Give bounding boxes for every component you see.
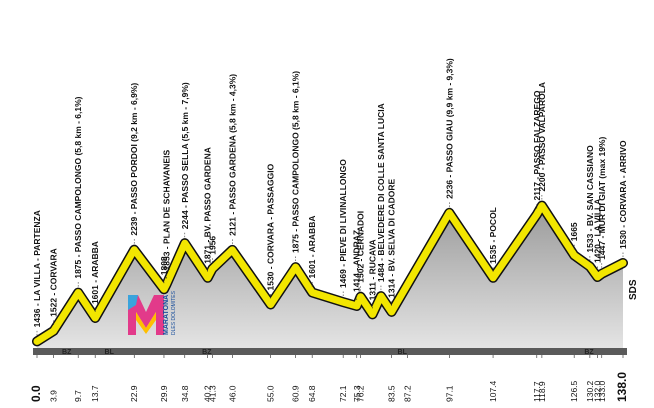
logo-text: DLES DOLOMITES xyxy=(171,290,177,335)
point-label: 1484 - BELVEDERE DI COLLE SANTA LUCIA xyxy=(376,103,386,282)
point-label: 1436 - LA VILLA - PARTENZA xyxy=(32,210,42,327)
x-tick-label: 55.0 xyxy=(266,385,276,402)
x-tick-label: 97.1 xyxy=(444,385,454,402)
point-label: 1502 - CERNADOI xyxy=(356,211,366,283)
point-label: 2239 - PASSO PORDOI (9,2 km - 6,9%) xyxy=(129,83,139,236)
x-tick-label: 133.0 xyxy=(597,380,607,402)
x-tick-label: 60.9 xyxy=(291,385,301,402)
logo-shape xyxy=(136,312,156,334)
region-label: BL xyxy=(398,349,408,356)
point-label: 1535 - POCOL xyxy=(488,207,498,264)
point-label: 1522 - CORVARA xyxy=(49,248,59,317)
point-label: 2121 - PASSO GARDENA (5,8 km - 4,3%) xyxy=(227,74,237,236)
point-label: 1875 - PASSO CAMPOLONGO (5,8 km - 6,1%) xyxy=(291,71,301,253)
point-label: 1871 - BV. PASSO GARDENA xyxy=(203,147,213,264)
point-label: 1808 xyxy=(159,256,169,275)
point-label: 1314 - BV. SELVA DI CADORE xyxy=(387,178,397,297)
point-label: 1601 - ARABBA xyxy=(307,216,317,279)
x-tick-label: 130.2 xyxy=(585,380,595,402)
x-tick-label: 9.7 xyxy=(73,390,83,402)
point-label: 2200 - PASSO VALPAROLA xyxy=(537,82,547,192)
point-label: 2236 - PASSO GIAU (9,9 km - 9,3%) xyxy=(444,58,454,199)
x-tick-label: 87.2 xyxy=(402,385,412,402)
logo-shape xyxy=(128,295,164,335)
x-tick-label: 41.3 xyxy=(207,385,217,402)
x-tick-label: 22.9 xyxy=(129,385,139,402)
point-label: 1665 xyxy=(569,222,579,241)
region-label: BZ xyxy=(202,349,212,356)
point-label: 1601 - ARABBA xyxy=(90,241,100,304)
x-tick-label: 34.8 xyxy=(180,385,190,402)
x-tick-label: 13.7 xyxy=(90,385,100,402)
x-tick-label: 138.0 xyxy=(615,372,629,402)
end-mark: SDS xyxy=(628,279,639,300)
point-label: 1533 - BV. SAN CASSIANO xyxy=(585,145,595,253)
x-tick-label: 46.0 xyxy=(227,385,237,402)
x-tick-label: 72.1 xyxy=(338,385,348,402)
x-tick-label: 76.2 xyxy=(356,385,366,402)
x-tick-label: 29.9 xyxy=(159,385,169,402)
x-tick-label: 132.0 xyxy=(593,380,603,402)
logo-shape xyxy=(128,295,138,310)
x-tick-label: 117.7 xyxy=(532,381,542,402)
x-tick-label: 118.9 xyxy=(537,381,547,402)
logo-text: MARATONA xyxy=(163,295,170,335)
x-tick-label: 126.5 xyxy=(569,380,579,402)
point-label: 2244 - PASSO SELLA (5,5 km - 7,9%) xyxy=(180,82,190,229)
point-label: 1414 - ANDRAZ xyxy=(352,230,362,292)
point-label: 2117 - PASSO FALZAREGO xyxy=(532,90,542,200)
region-label: BL xyxy=(105,349,115,356)
x-tick-label: 0.0 xyxy=(29,385,43,402)
point-label: 1469 - PIEVE DI LIVINALLONGO xyxy=(338,159,348,288)
road xyxy=(33,202,627,345)
logo: MARATONA DLES DOLOMITES xyxy=(128,290,177,335)
rock-face xyxy=(37,205,623,348)
x-tick-label: 75.3 xyxy=(352,385,362,402)
point-label: 1420 - LA VILLA xyxy=(593,199,603,263)
point-label: 1956 xyxy=(207,236,217,255)
point-label: 1853 - PLAN DE SCHAVANEIS xyxy=(162,150,172,271)
base-band xyxy=(33,348,627,355)
x-tick-label: 83.5 xyxy=(387,385,397,402)
point-label: 1447 - MUR DI GIAT (max 19%) xyxy=(597,137,607,260)
region-label: BZ xyxy=(62,349,72,356)
point-label: 1875 - PASSO CAMPOLONGO (5,8 km - 6,1%) xyxy=(73,96,83,278)
point-label: 1530 - CORVARA - ARRIVO xyxy=(618,140,628,249)
x-tick-label: 40.2 xyxy=(203,385,213,402)
x-tick-label: 107.4 xyxy=(488,380,498,402)
x-tick-label: 3.9 xyxy=(49,390,59,402)
region-label: BZ xyxy=(584,349,594,356)
x-tick-label: 64.8 xyxy=(307,385,317,402)
point-label: 1311 - RUCAVA xyxy=(367,239,377,300)
point-label: 1530 - CORVARA - PASSAGGIO xyxy=(266,163,276,290)
